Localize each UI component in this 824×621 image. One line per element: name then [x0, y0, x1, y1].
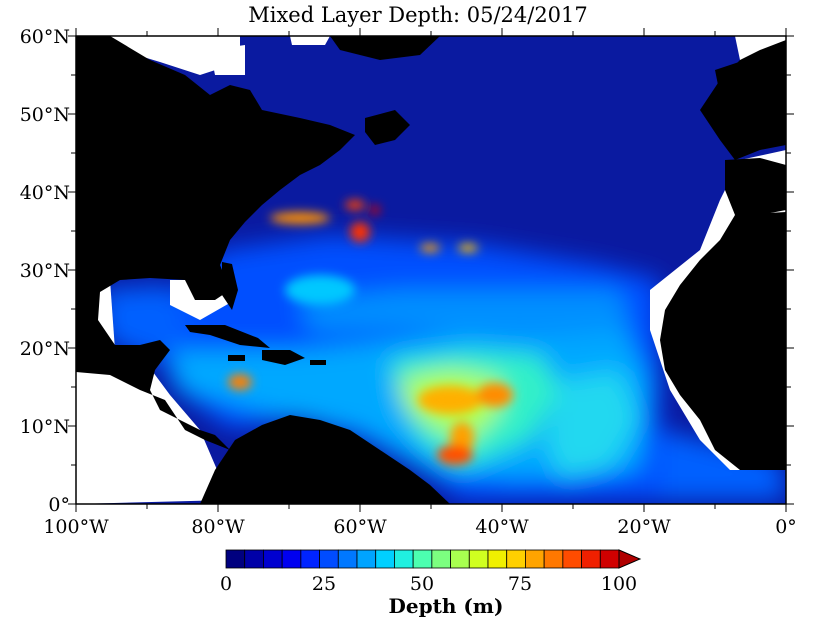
colorbar-ticks: 0 25 50 75 100	[220, 573, 637, 595]
land-newfoundland	[365, 110, 410, 145]
land-south-america	[200, 415, 450, 504]
lon-label-0: 0°	[775, 516, 797, 538]
land-north-america	[76, 36, 355, 450]
land-hispaniola	[262, 350, 305, 365]
map-title: Mixed Layer Depth: 05/24/2017	[248, 3, 588, 27]
lat-label-40n: 40°N	[20, 182, 70, 204]
colorbar-cell	[300, 549, 320, 569]
land-florida	[222, 262, 238, 310]
land-cuba	[185, 325, 270, 348]
colorbar-cell	[450, 549, 470, 569]
lat-label-50n: 50°N	[20, 104, 70, 126]
colorbar-cell	[281, 549, 302, 569]
lat-label-60n: 60°N	[20, 26, 70, 48]
lon-label-60w: 60°W	[333, 516, 387, 538]
latitude-labels: 60°N 50°N 40°N 30°N 20°N 10°N 0°	[20, 26, 70, 516]
land-puerto-rico	[310, 360, 326, 365]
colorbar-cell	[431, 549, 451, 569]
colorbar-cell	[506, 549, 526, 569]
colorbar-label: Depth (m)	[389, 594, 504, 617]
colorbar-cell	[263, 549, 283, 569]
colorbar-tick-100: 100	[601, 573, 637, 595]
lat-label-20n: 20°N	[20, 338, 70, 360]
lon-label-40w: 40°W	[475, 516, 529, 538]
colorbar: 0 25 50 75 100 Depth (m)	[220, 549, 642, 618]
colorbar-cell	[581, 549, 601, 569]
colorbar-cell	[599, 549, 620, 569]
colorbar-cell	[487, 549, 508, 569]
colorbar-tick-25: 25	[312, 573, 336, 595]
colorbar-tick-75: 75	[508, 573, 532, 595]
colorbar-cell	[244, 549, 264, 569]
lat-label-0: 0°	[48, 494, 70, 516]
land-europe	[700, 40, 786, 160]
land-iberia	[725, 158, 786, 215]
colorbar-cell	[375, 549, 395, 569]
colorbar-cells	[225, 549, 620, 569]
lon-label-80w: 80°W	[191, 516, 245, 538]
longitude-labels: 100°W 80°W 60°W 40°W 20°W 0°	[43, 516, 796, 538]
colorbar-cell	[225, 549, 246, 569]
land-british-isles	[715, 60, 752, 100]
land-africa	[660, 212, 786, 470]
colorbar-tick-0: 0	[220, 573, 232, 595]
colorbar-cell	[337, 549, 358, 569]
colorbar-cell	[319, 549, 339, 569]
colorbar-tick-50: 50	[410, 573, 434, 595]
colorbar-cell	[394, 549, 414, 569]
colorbar-cell	[562, 549, 582, 569]
colorbar-over-arrow	[618, 549, 642, 569]
depth-hotspots	[228, 200, 513, 465]
land-jamaica	[228, 355, 245, 361]
colorbar-cell	[412, 549, 433, 569]
colorbar-cell	[525, 549, 545, 569]
lat-label-30n: 30°N	[20, 260, 70, 282]
lat-label-10n: 10°N	[20, 416, 70, 438]
longitude-ticks	[75, 28, 787, 512]
colorbar-cell	[468, 549, 489, 569]
colorbar-cell	[543, 549, 564, 569]
colorbar-cell	[356, 549, 377, 569]
latitude-ticks	[68, 35, 794, 505]
map-area	[76, 36, 786, 504]
lon-label-100w: 100°W	[43, 516, 109, 538]
land-masses	[76, 36, 786, 504]
land-greenland-edge	[330, 36, 440, 60]
lon-label-20w: 20°W	[617, 516, 671, 538]
